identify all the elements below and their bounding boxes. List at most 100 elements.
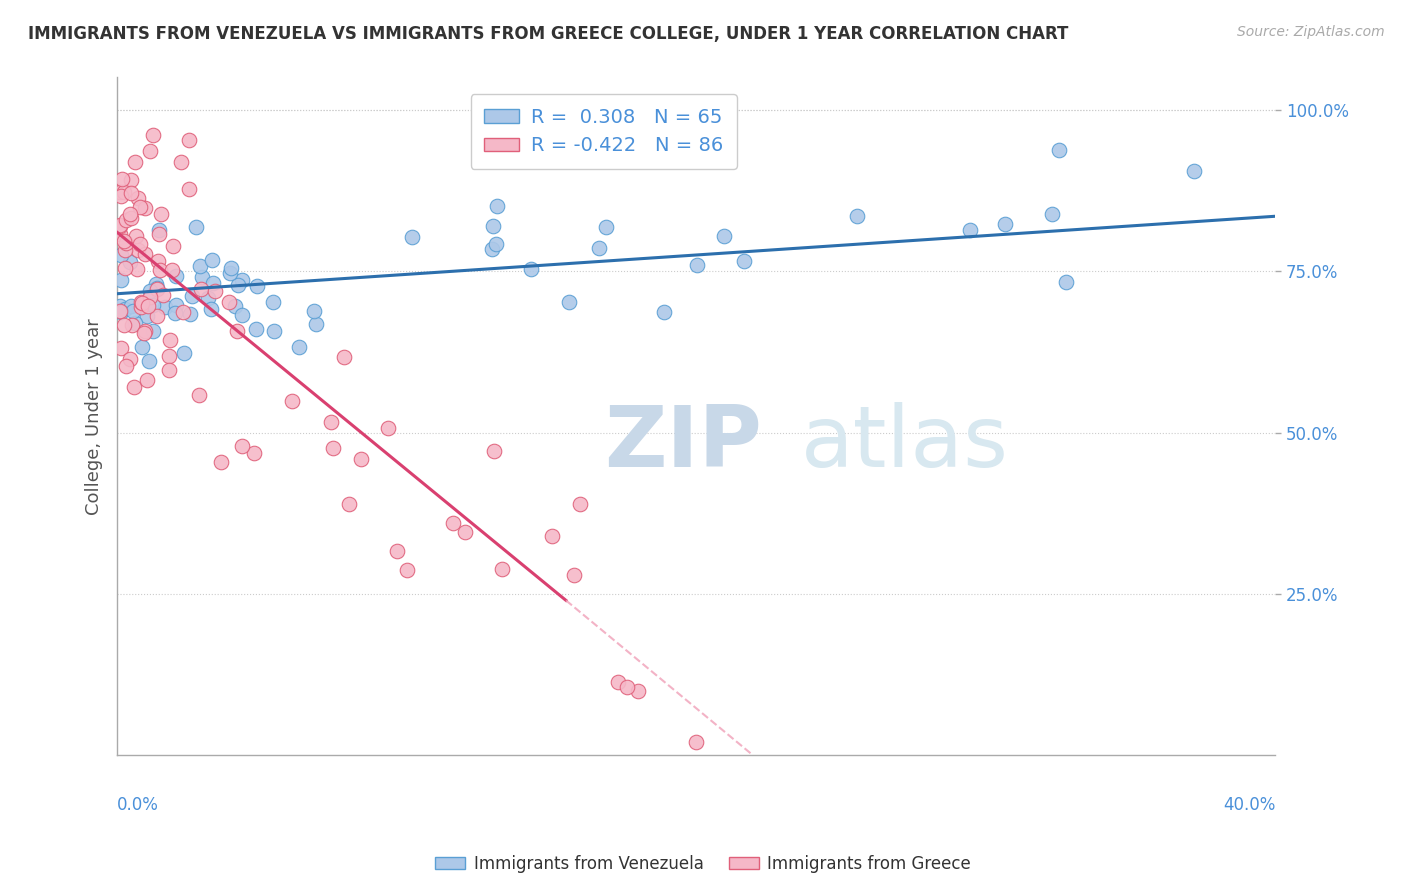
Point: [160, 262, 183, 277]
Point: [142, 298, 165, 312]
Point: [152, 288, 174, 302]
Point: [226, 324, 249, 338]
Point: [540, 529, 562, 543]
Point: [114, 236, 136, 251]
Point: [108, 299, 131, 313]
Point: [146, 253, 169, 268]
Point: [139, 290, 162, 304]
Point: [110, 341, 132, 355]
Point: [441, 516, 464, 530]
Point: [281, 393, 304, 408]
Point: [110, 273, 132, 287]
Point: [482, 219, 505, 233]
Point: [138, 354, 160, 368]
Point: [484, 236, 506, 251]
Point: [149, 263, 172, 277]
Point: [179, 307, 201, 321]
Point: [713, 228, 735, 243]
Point: [138, 145, 160, 159]
Point: [481, 242, 503, 256]
Point: [127, 243, 149, 257]
Point: [122, 304, 145, 318]
Point: [1040, 207, 1063, 221]
Point: [118, 207, 141, 221]
Point: [159, 334, 181, 348]
Point: [118, 351, 141, 366]
Point: [136, 299, 159, 313]
Text: 0.0%: 0.0%: [117, 796, 159, 814]
Point: [114, 302, 136, 317]
Legend: R =  0.308   N = 65, R = -0.422   N = 86: R = 0.308 N = 65, R = -0.422 N = 86: [471, 94, 737, 169]
Point: [134, 247, 156, 261]
Point: [165, 269, 187, 284]
Point: [114, 213, 136, 227]
Point: [114, 260, 136, 275]
Point: [122, 380, 145, 394]
Point: [112, 318, 135, 332]
Point: [118, 255, 141, 269]
Point: [124, 316, 146, 330]
Point: [262, 295, 284, 310]
Point: [108, 185, 131, 199]
Point: [231, 439, 253, 453]
Point: [733, 254, 755, 268]
Y-axis label: College, Under 1 year: College, Under 1 year: [86, 318, 103, 515]
Point: [652, 305, 675, 319]
Point: [994, 217, 1017, 231]
Point: [129, 294, 152, 309]
Point: [245, 321, 267, 335]
Point: [134, 324, 156, 338]
Point: [136, 309, 159, 323]
Point: [287, 340, 309, 354]
Point: [191, 270, 214, 285]
Point: [569, 497, 592, 511]
Point: [124, 154, 146, 169]
Point: [129, 236, 152, 251]
Point: [108, 303, 131, 318]
Point: [453, 525, 475, 540]
Point: [685, 735, 707, 749]
Point: [110, 188, 132, 202]
Point: [142, 128, 165, 142]
Point: [562, 568, 585, 582]
Point: [350, 451, 373, 466]
Point: [125, 229, 148, 244]
Point: [231, 273, 253, 287]
Point: [201, 253, 224, 268]
Point: [108, 218, 131, 232]
Point: [686, 258, 709, 272]
Point: [204, 284, 226, 298]
Point: [148, 223, 170, 237]
Point: [246, 279, 269, 293]
Point: [302, 303, 325, 318]
Point: [395, 562, 418, 576]
Point: [179, 133, 201, 147]
Point: [114, 243, 136, 257]
Point: [110, 305, 132, 319]
Text: ZIP: ZIP: [603, 402, 762, 485]
Point: [131, 340, 153, 354]
Point: [120, 211, 142, 226]
Point: [519, 261, 541, 276]
Point: [209, 455, 232, 469]
Point: [1182, 164, 1205, 178]
Point: [172, 305, 194, 319]
Point: [243, 446, 266, 460]
Point: [127, 191, 149, 205]
Point: [385, 544, 408, 558]
Point: [108, 227, 131, 241]
Point: [588, 241, 610, 255]
Point: [1054, 275, 1077, 289]
Point: [616, 680, 638, 694]
Point: [112, 234, 135, 248]
Point: [180, 288, 202, 302]
Point: [224, 299, 246, 313]
Text: atlas: atlas: [800, 402, 1008, 485]
Point: [333, 350, 356, 364]
Point: [221, 261, 243, 276]
Point: [142, 324, 165, 338]
Point: [401, 229, 423, 244]
Point: [149, 207, 172, 221]
Point: [139, 284, 162, 298]
Point: [120, 186, 142, 201]
